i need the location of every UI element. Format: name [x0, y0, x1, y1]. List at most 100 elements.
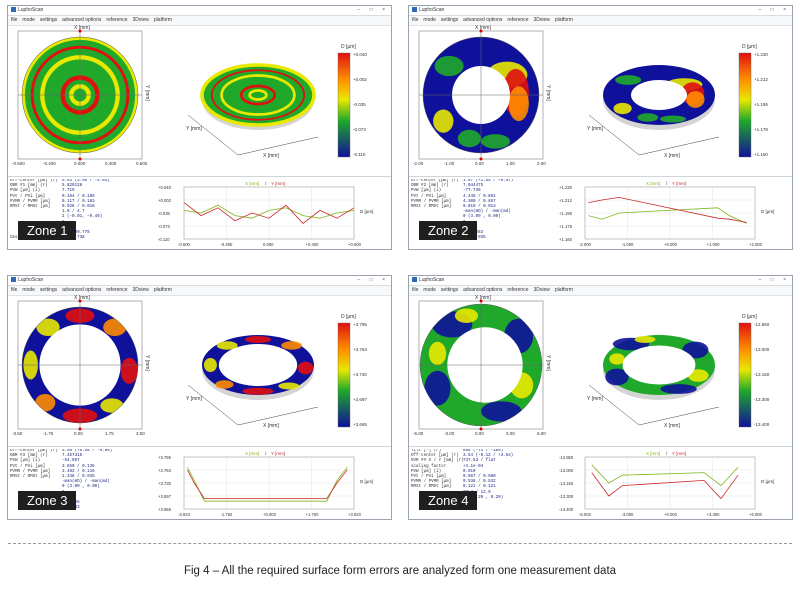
color-scale-bar — [738, 52, 752, 158]
result-row: OBR #1 [mm] (r) 5.820128 — [10, 184, 152, 189]
plots-svg: X [mm] Y [mm] -2.00 -1.00 0.00 1.00 2.00 X [mm]… — [413, 25, 768, 166]
menu-item-file[interactable]: file — [11, 287, 18, 293]
profile-y-tick: +1.230 — [559, 185, 573, 190]
profile-x-tick: +3.920 — [348, 512, 362, 517]
menu-item-file[interactable]: file — [412, 287, 419, 293]
legend-x: X [mm] — [646, 451, 660, 456]
menu-item-reference[interactable]: reference — [507, 17, 529, 23]
profile-chart[interactable]: X [mm] / Y [mm] -12.850 -13.000 -13.150 -13.30… — [557, 449, 789, 519]
menu-item-reference[interactable]: reference — [106, 17, 128, 23]
zone-label: Zone 1 — [18, 221, 77, 240]
profile-y-tick: +3.795 — [158, 455, 172, 460]
menu-item-reference[interactable]: reference — [106, 287, 128, 293]
menu-item-settings[interactable]: settings — [39, 287, 58, 293]
menu-item-advanced-options[interactable]: advanced options — [62, 287, 102, 293]
menu-item-mode[interactable]: mode — [22, 17, 35, 23]
marker-dot — [479, 29, 483, 33]
axis3d-x-label: X [mm] — [664, 423, 680, 429]
menu-item-mode[interactable]: mode — [423, 17, 436, 23]
map-x-axis-label: X [mm] — [475, 25, 491, 31]
result-value: 0.028 / 0.018 — [62, 205, 95, 210]
menu-item-3dview[interactable]: 3Dview — [132, 287, 149, 293]
result-value: 895 (-74 / -100) — [463, 449, 504, 453]
menu-item-advanced-options[interactable]: advanced options — [463, 287, 503, 293]
menu-item-3dview[interactable]: 3Dview — [533, 17, 550, 23]
surface-3d-view[interactable] — [202, 335, 314, 400]
menu-item-advanced-options[interactable]: advanced options — [463, 17, 503, 23]
result-row: -man(mD) / -man(md) — [10, 480, 152, 485]
menu-item-platform[interactable]: platform — [153, 287, 172, 293]
plot-area: X [mm] Y [mm] -3.50 -1.75 0.00 1.75 3.50 X [mm]… — [8, 295, 391, 445]
result-row: OBR #2 [mm] (r) 7.044475 — [411, 184, 553, 189]
profile-x-tick: +3.300 — [707, 512, 721, 517]
legend-y: Y [mm] — [271, 451, 285, 456]
results-panel: Off-center [µm] (r) 1.67 (+1.55 / +0.57) O… — [409, 176, 792, 249]
profile-x-tick: +0.400 — [306, 242, 320, 247]
result-row: RMSt / RMSt [µm] 0.028 / 0.018 — [10, 205, 152, 210]
result-row: PVt / PVi [µm] 3.650 / 0.135 — [10, 465, 152, 470]
result-label: PVW [µm] (i) — [411, 469, 442, 474]
legend-sep: / — [666, 181, 668, 186]
result-value: 5.96 (+5.58 / -0.86) — [62, 449, 113, 453]
profile-x-tick: -0.600 — [178, 242, 191, 247]
menu-item-file[interactable]: file — [412, 17, 419, 23]
color-bar-unit: D [µm] — [742, 314, 757, 320]
result-row: 1.0 / 4.7 — [10, 210, 152, 215]
menu-item-3dview[interactable]: 3Dview — [533, 287, 550, 293]
map-x-axis-label: X [mm] — [74, 25, 90, 31]
window-controls[interactable]: – □ × — [357, 7, 389, 13]
window-title: LuphoScan — [419, 277, 445, 283]
window-controls[interactable]: – □ × — [758, 277, 790, 283]
menu-item-reference[interactable]: reference — [507, 287, 529, 293]
surface-3d-view[interactable] — [603, 65, 715, 130]
result-value: 0.867 / 0.580 — [463, 475, 496, 480]
profile-y-tick: -0.035 — [158, 211, 171, 216]
window-controls[interactable]: – □ × — [357, 277, 389, 283]
menu-item-settings[interactable]: settings — [440, 17, 459, 23]
result-value: 2 (-0.01, -0.49) — [62, 215, 103, 220]
legend-sep: / — [265, 451, 267, 456]
menu-item-platform[interactable]: platform — [554, 17, 573, 23]
profile-chart[interactable]: X [mm] / Y [mm] +3.795 +3.763 +3.730 +3.697 +3.… — [156, 449, 388, 519]
result-label: Tilt [°] (r) — [411, 449, 442, 453]
profile-chart[interactable]: X [mm] / Y [mm] +0.040 +0.002 -0.035 -0.073 -0.… — [156, 179, 388, 249]
result-value: 0.010 — [463, 469, 476, 474]
plots-svg: X [mm] Y [mm] -0.600 -0.400 0.000 0.400 0.600 X… — [12, 25, 367, 166]
menu-item-platform[interactable]: platform — [554, 287, 573, 293]
zone3-window: LuphoScan – □ × file mode settings advanced o… — [7, 275, 392, 520]
window-controls[interactable]: – □ × — [758, 7, 790, 13]
results-panel: Off-center [µm] (r) 5.96 (+5.58 / -0.86) O… — [8, 446, 391, 519]
result-label: Off-center [µm] (r) — [411, 179, 459, 183]
surface-3d-view[interactable] — [603, 335, 715, 400]
result-label: Off-center [µm] (r) — [411, 454, 459, 459]
map-tick-label: 0.400 — [105, 161, 117, 166]
profile-x-tick: -6.003 — [579, 512, 592, 517]
profile-x-tick: +6.000 — [749, 512, 763, 517]
color-bar-tick: +3.763 — [353, 347, 367, 352]
profile-y-tick: -13.150 — [559, 481, 574, 486]
menu-item-mode[interactable]: mode — [22, 287, 35, 293]
profile-chart[interactable]: X [mm] / Y [mm] +1.230 +1.212 +1.195 +1.178 +1.… — [557, 179, 789, 249]
result-row: PVMR / PVMR [µm] 0.117 / 0.183 — [10, 200, 152, 205]
result-value: 0 (3.00 , 0.00) — [62, 485, 100, 490]
result-label: OBR #3 [mm] (r) — [10, 454, 48, 459]
map-tick-label: 0.000 — [74, 161, 86, 166]
menu-item-platform[interactable]: platform — [153, 17, 172, 23]
result-value: 69 (5.20 , 0.20) — [463, 495, 504, 500]
menu-item-advanced-options[interactable]: advanced options — [62, 17, 102, 23]
menu-item-mode[interactable]: mode — [423, 287, 436, 293]
surface-3d-view[interactable] — [200, 63, 316, 130]
menu-bar: file mode settings advanced options referenc… — [409, 286, 792, 296]
menu-item-settings[interactable]: settings — [440, 287, 459, 293]
menu-item-file[interactable]: file — [11, 17, 18, 23]
profile-line-y — [591, 472, 739, 500]
app-icon — [412, 277, 417, 282]
window-title: LuphoScan — [18, 277, 44, 283]
color-bar-tick: +0.040 — [353, 52, 367, 57]
result-row: PVW [µm] (i) 7.719 — [10, 189, 152, 194]
figure-caption: Fig 4 – All the required surface form er… — [183, 565, 617, 577]
menu-item-3dview[interactable]: 3Dview — [132, 17, 149, 23]
color-scale-bar — [337, 52, 351, 158]
menu-item-settings[interactable]: settings — [39, 17, 58, 23]
result-row: PVW [µm] (i) 0.010 — [411, 470, 553, 475]
